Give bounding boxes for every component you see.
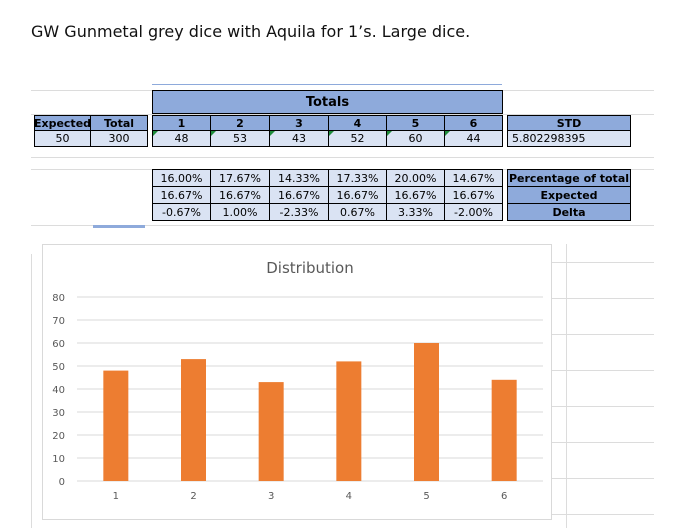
percent-cell: 14.33% [269, 169, 329, 187]
face-header-2: 2 [210, 115, 270, 131]
spreadsheet-table: Totals Expected Total 50 300 1 2 3 4 5 6… [31, 84, 654, 234]
row-label-delta: Delta [507, 203, 631, 221]
face-header-3: 3 [269, 115, 329, 131]
y-tick-label: 0 [59, 477, 65, 488]
y-tick-label: 70 [52, 316, 65, 327]
total-value: 300 [90, 130, 148, 147]
delta-cell: -0.67% [152, 203, 211, 221]
document-heading: GW Gunmetal grey dice with Aquila for 1’… [31, 22, 471, 41]
error-indicator-icon [329, 131, 334, 136]
count-cell: 60 [386, 130, 445, 147]
delta-cell: -2.00% [444, 203, 503, 221]
y-tick-label: 30 [52, 408, 65, 419]
std-header: STD [507, 115, 631, 131]
row-label-expected: Expected [507, 186, 631, 204]
bar [414, 343, 439, 481]
x-tick-label: 2 [190, 491, 196, 502]
percent-cell: 17.33% [328, 169, 387, 187]
expected-value: 50 [34, 130, 91, 147]
face-header-1: 1 [152, 115, 211, 131]
percent-cell: 17.67% [210, 169, 270, 187]
count-cell: 48 [152, 130, 211, 147]
y-tick-label: 10 [52, 454, 65, 465]
chart-title: Distribution [266, 259, 354, 277]
totals-header: Totals [152, 90, 503, 114]
error-indicator-icon [211, 131, 216, 136]
x-tick-label: 1 [113, 491, 119, 502]
count-cell: 53 [210, 130, 270, 147]
expected-cell: 16.67% [444, 186, 503, 204]
bar [258, 382, 284, 481]
percent-cell: 20.00% [386, 169, 445, 187]
count-cell: 52 [328, 130, 387, 147]
delta-cell: 0.67% [328, 203, 387, 221]
expected-header: Expected [33, 115, 92, 131]
chart-canvas: Distribution 0 10 20 30 40 50 60 70 80 1 2 3 4 5 6 [52, 259, 543, 502]
expected-cell: 16.67% [269, 186, 329, 204]
error-indicator-icon [387, 131, 392, 136]
x-tick-label: 5 [423, 491, 429, 502]
error-indicator-icon [270, 131, 275, 136]
total-header: Total [90, 115, 148, 131]
percent-cell: 14.67% [444, 169, 503, 187]
error-indicator-icon [445, 131, 450, 136]
bar [103, 370, 129, 481]
bar [181, 359, 206, 481]
expected-cell: 16.67% [328, 186, 387, 204]
x-tick-label: 4 [346, 491, 352, 502]
delta-cell: 1.00% [210, 203, 270, 221]
delta-cell: 3.33% [386, 203, 445, 221]
expected-cell: 16.67% [152, 186, 211, 204]
expected-cell: 16.67% [210, 186, 270, 204]
face-header-5: 5 [386, 115, 445, 131]
x-tick-label: 3 [268, 491, 274, 502]
expected-cell: 16.67% [386, 186, 445, 204]
row-label-percent: Percentage of total [507, 169, 631, 187]
face-header-6: 6 [444, 115, 503, 131]
delta-cell: -2.33% [269, 203, 329, 221]
y-tick-label: 20 [52, 431, 65, 442]
distribution-chart[interactable]: Distribution 0 10 20 30 40 50 60 70 80 1 2 3 4 5 6 [42, 244, 552, 520]
face-header-4: 4 [328, 115, 387, 131]
count-cell: 43 [269, 130, 329, 147]
y-tick-label: 80 [52, 293, 65, 304]
bar [336, 361, 362, 481]
y-tick-label: 40 [52, 385, 65, 396]
y-tick-label: 50 [52, 362, 65, 373]
count-cell: 44 [444, 130, 503, 147]
y-tick-label: 60 [52, 339, 65, 350]
bar [491, 379, 517, 481]
percent-cell: 16.00% [152, 169, 211, 187]
x-tick-label: 6 [501, 491, 507, 502]
error-indicator-icon [153, 131, 158, 136]
std-value: 5.802298395 [507, 130, 631, 147]
